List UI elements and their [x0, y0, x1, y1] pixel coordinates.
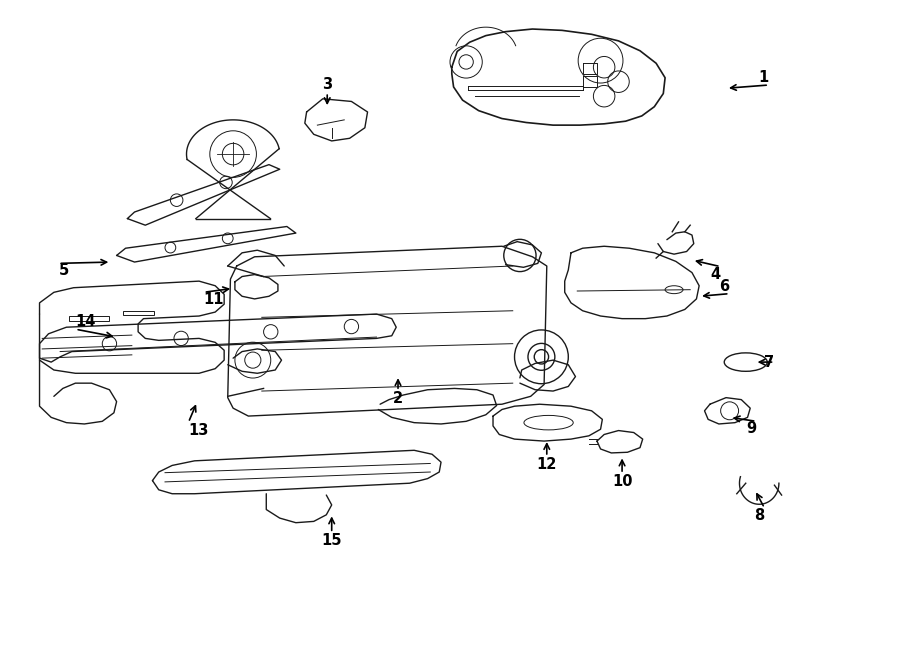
Text: 9: 9: [746, 421, 757, 436]
Text: 10: 10: [612, 474, 633, 489]
Text: 3: 3: [322, 77, 332, 93]
Text: 7: 7: [764, 354, 774, 369]
Text: 14: 14: [76, 314, 95, 329]
Text: 6: 6: [719, 279, 730, 293]
Text: 2: 2: [393, 391, 403, 406]
Bar: [69, 316, 110, 321]
Text: 5: 5: [58, 263, 68, 278]
Text: 8: 8: [754, 508, 765, 524]
Text: 4: 4: [710, 266, 721, 282]
Text: 12: 12: [536, 457, 557, 472]
Text: 13: 13: [188, 422, 209, 438]
Bar: [123, 311, 154, 315]
Text: 11: 11: [203, 292, 224, 307]
Text: 15: 15: [321, 533, 342, 548]
Text: 1: 1: [759, 70, 769, 85]
